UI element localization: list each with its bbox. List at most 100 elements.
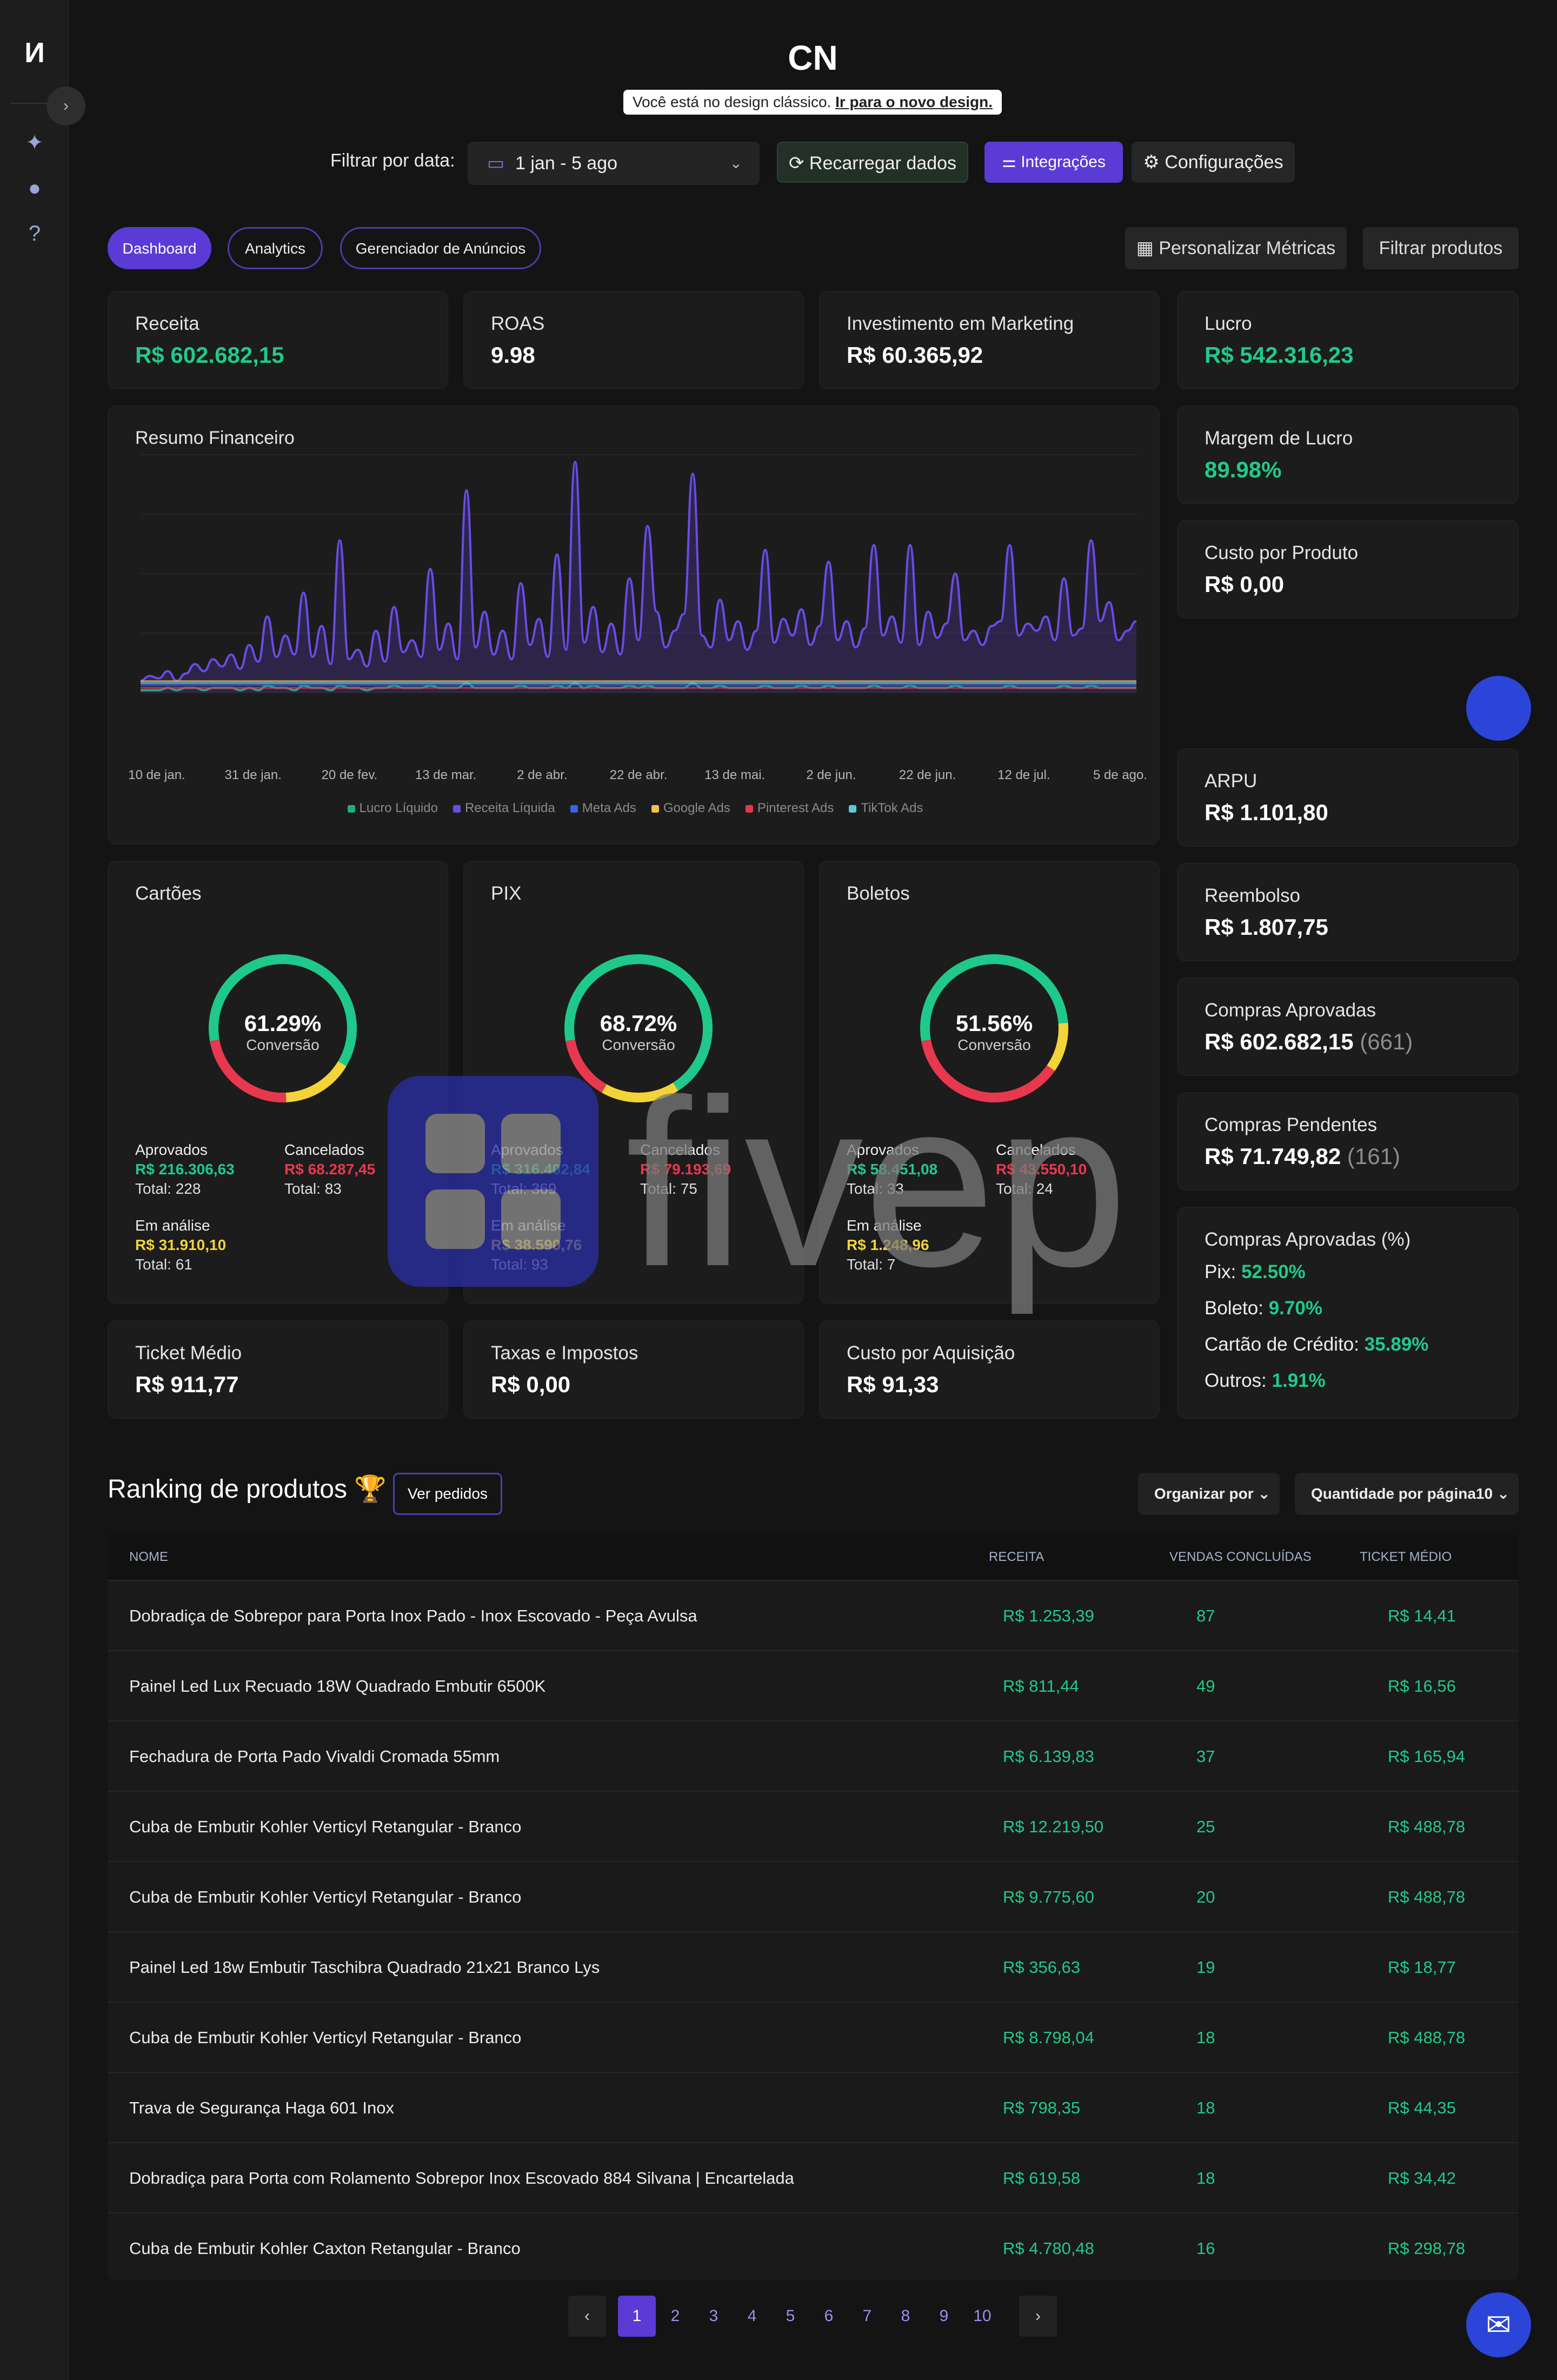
legend-label: TikTok Ads bbox=[861, 801, 923, 815]
legend-item[interactable]: TikTok Ads bbox=[849, 801, 923, 815]
page-5[interactable]: 5 bbox=[786, 2307, 795, 2325]
sparkles-icon[interactable]: ✦ bbox=[25, 131, 44, 155]
tab-analytics[interactable]: Analytics bbox=[228, 227, 323, 269]
per-page-select[interactable]: Quantidade por página10 ⌄ bbox=[1295, 1473, 1519, 1515]
product-ticket: R$ 488,78 bbox=[1388, 1817, 1466, 1836]
legend-item[interactable]: Pinterest Ads bbox=[745, 801, 834, 815]
table-row[interactable]: Dobradiça para Porta com Rolamento Sobre… bbox=[108, 2142, 1519, 2212]
product-ticket: R$ 165,94 bbox=[1388, 1747, 1466, 1766]
stat-total: Total: 369 bbox=[491, 1179, 590, 1199]
personalize-label: Personalizar Métricas bbox=[1159, 238, 1336, 258]
kpi-label: Receita bbox=[135, 313, 199, 334]
page-8[interactable]: 8 bbox=[901, 2307, 910, 2325]
kpi-value: R$ 1.101,80 bbox=[1205, 800, 1328, 825]
stat-total-value: 93 bbox=[531, 1256, 548, 1273]
legend-item[interactable]: Lucro Líquido bbox=[347, 801, 438, 815]
page-3[interactable]: 3 bbox=[709, 2307, 718, 2325]
app-logo[interactable]: И bbox=[24, 37, 45, 69]
new-design-link[interactable]: Ir para o novo design. bbox=[835, 94, 993, 110]
tab-ads-manager[interactable]: Gerenciador de Anúncios bbox=[340, 227, 541, 269]
page-10[interactable]: 10 bbox=[973, 2307, 992, 2325]
x-tick-label: 2 de abr. bbox=[517, 768, 567, 782]
grid-icon: ▦ bbox=[1136, 238, 1159, 258]
table-row[interactable]: Cuba de Embutir Kohler Verticyl Retangul… bbox=[108, 1791, 1519, 1861]
view-orders-button[interactable]: Ver pedidos bbox=[393, 1473, 502, 1515]
sort-by-select[interactable]: Organizar por ⌄ bbox=[1138, 1473, 1280, 1515]
next-page-button[interactable]: › bbox=[1019, 2296, 1057, 2337]
stat-analysis: Em análise R$ 31.910,10 Total: 61 bbox=[135, 1216, 226, 1274]
page-9[interactable]: 9 bbox=[939, 2307, 949, 2325]
table-row[interactable]: Trava de Segurança Haga 601 Inox R$ 798,3… bbox=[108, 2072, 1519, 2142]
table-row[interactable]: Cuba de Embutir Kohler Caxton Retangular… bbox=[108, 2212, 1519, 2281]
product-revenue: R$ 6.139,83 bbox=[1003, 1747, 1094, 1766]
stat-canceled: Cancelados R$ 43.550,10 Total: 24 bbox=[996, 1140, 1087, 1199]
settings-button[interactable]: ⚙ Configurações bbox=[1132, 142, 1295, 183]
personalize-metrics-button[interactable]: ▦ Personalizar Métricas bbox=[1125, 227, 1347, 269]
col-vendas[interactable]: VENDAS CONCLUÍDAS bbox=[1169, 1550, 1312, 1564]
chat-icon[interactable]: ✉ bbox=[1466, 2292, 1531, 2357]
kpi-value: R$ 542.316,23 bbox=[1205, 342, 1354, 368]
page-7[interactable]: 7 bbox=[862, 2307, 872, 2325]
col-nome[interactable]: NOME bbox=[129, 1550, 168, 1564]
refresh-icon: ⟳ bbox=[788, 153, 809, 174]
page-4[interactable]: 4 bbox=[747, 2307, 757, 2325]
product-revenue: R$ 356,63 bbox=[1003, 1958, 1081, 1977]
calendar-icon: ▭ bbox=[487, 153, 505, 174]
kpi-label: Custo por Aquisição bbox=[847, 1342, 1015, 1364]
reload-data-button[interactable]: ⟳ Recarregar dados bbox=[777, 142, 968, 183]
integrations-button[interactable]: ⚌ Integrações bbox=[984, 142, 1123, 183]
product-name: Cuba de Embutir Kohler Verticyl Retangul… bbox=[129, 1817, 522, 1836]
stat-total: Total: 75 bbox=[640, 1179, 731, 1199]
piggy-bank-icon[interactable]: ● bbox=[28, 176, 42, 200]
table-row[interactable]: Cuba de Embutir Kohler Verticyl Retangul… bbox=[108, 1861, 1519, 1931]
donut-segment-approved bbox=[920, 954, 1068, 1102]
product-name: Cuba de Embutir Kohler Verticyl Retangul… bbox=[129, 1887, 522, 1906]
pct-value: 9.70% bbox=[1268, 1298, 1322, 1319]
sidebar-expand-button[interactable]: › bbox=[46, 87, 85, 125]
help-icon[interactable]: ? bbox=[28, 222, 41, 245]
legend-item[interactable]: Google Ads bbox=[651, 801, 730, 815]
stat-analysis: Em análise R$ 38.590,76 Total: 93 bbox=[491, 1216, 582, 1274]
filter-products-button[interactable]: Filtrar produtos bbox=[1363, 227, 1519, 269]
product-revenue: R$ 4.780,48 bbox=[1003, 2239, 1094, 2258]
kpi-amount: R$ 602.682,15 bbox=[1205, 1029, 1354, 1054]
gear-icon: ⚙ bbox=[1143, 152, 1165, 172]
x-tick-label: 2 de jun. bbox=[806, 768, 856, 782]
legend-item[interactable]: Meta Ads bbox=[570, 801, 636, 815]
tab-dashboard[interactable]: Dashboard bbox=[108, 227, 211, 269]
product-sales: 18 bbox=[1196, 2098, 1215, 2117]
kpi-value: R$ 602.682,15 bbox=[135, 342, 284, 368]
col-ticket[interactable]: TICKET MÉDIO bbox=[1360, 1550, 1452, 1564]
series-area-0 bbox=[141, 462, 1136, 693]
col-receita[interactable]: RECEITA bbox=[989, 1550, 1044, 1564]
kpi-label: ROAS bbox=[491, 313, 545, 334]
kpi-custo-produto: Custo por Produto R$ 0,00 bbox=[1177, 520, 1519, 619]
stat-total-value: 369 bbox=[531, 1180, 557, 1197]
pct-row-outros: Outros: 1.91% bbox=[1205, 1370, 1326, 1392]
sort-label: Organizar por bbox=[1154, 1485, 1254, 1502]
date-range-picker[interactable]: ▭ 1 jan - 5 ago ⌄ bbox=[468, 142, 760, 185]
stat-total-value: 33 bbox=[887, 1180, 904, 1197]
stat-total: Total: 61 bbox=[135, 1255, 226, 1274]
floating-blue-dot[interactable] bbox=[1466, 676, 1531, 741]
stat-total-label: Total: bbox=[284, 1180, 325, 1197]
table-row[interactable]: Fechadura de Porta Pado Vivaldi Cromada … bbox=[108, 1720, 1519, 1791]
table-row[interactable]: Painel Led Lux Recuado 18W Quadrado Embu… bbox=[108, 1650, 1519, 1720]
x-tick-label: 10 de jan. bbox=[128, 768, 185, 782]
kpi-value: R$ 60.365,92 bbox=[847, 342, 983, 368]
product-sales: 37 bbox=[1196, 1747, 1215, 1766]
table-row[interactable]: Dobradiça de Sobrepor para Porta Inox Pa… bbox=[108, 1580, 1519, 1650]
stat-total: Total: 228 bbox=[135, 1179, 235, 1199]
per-page-label: Quantidade por página bbox=[1311, 1485, 1476, 1502]
page-1[interactable]: 1 bbox=[618, 2296, 656, 2337]
legend-item[interactable]: Receita Líquida bbox=[453, 801, 555, 815]
legend-label: Receita Líquida bbox=[464, 801, 555, 815]
page-6[interactable]: 6 bbox=[824, 2307, 834, 2325]
x-tick-label: 13 de mar. bbox=[415, 768, 476, 782]
table-row[interactable]: Cuba de Embutir Kohler Verticyl Retangul… bbox=[108, 2002, 1519, 2072]
page-2[interactable]: 2 bbox=[670, 2307, 680, 2325]
prev-page-button[interactable]: ‹ bbox=[568, 2296, 606, 2337]
sliders-icon: ⚌ bbox=[1001, 153, 1021, 171]
table-row[interactable]: Painel Led 18w Embutir Taschibra Quadrad… bbox=[108, 1931, 1519, 2002]
x-tick-label: 5 de ago. bbox=[1093, 768, 1147, 782]
